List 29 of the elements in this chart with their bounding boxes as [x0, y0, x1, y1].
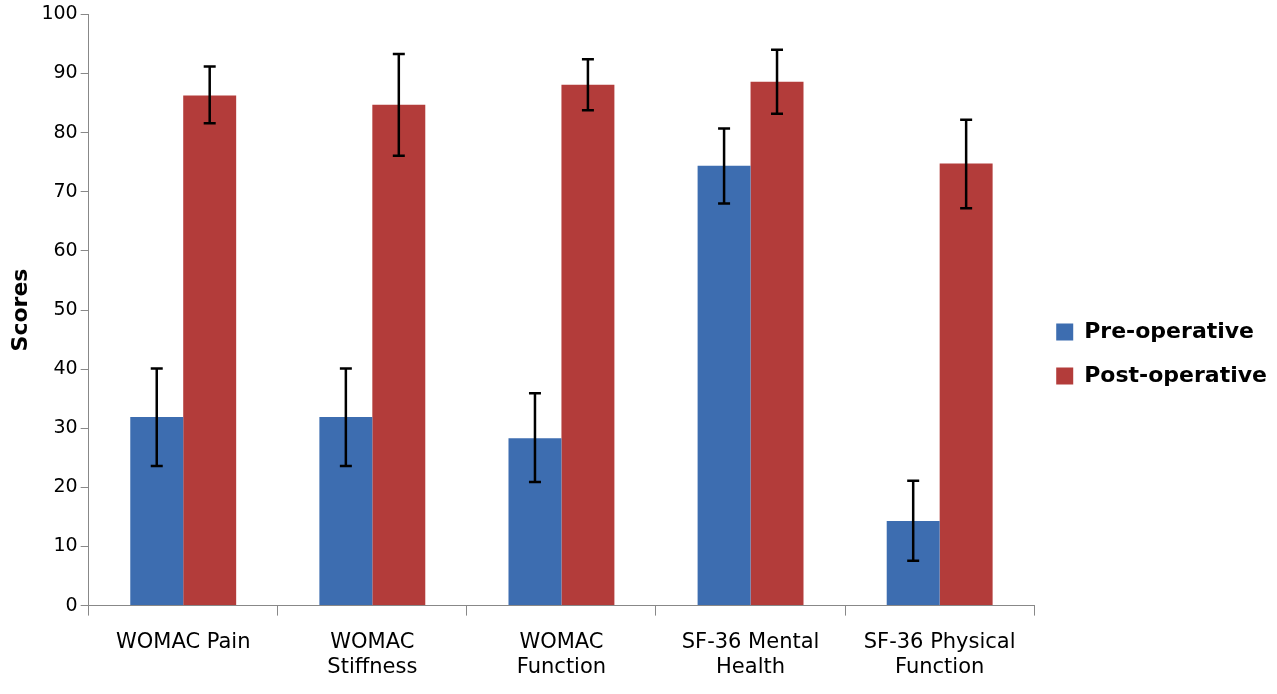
- x-tick-label: WOMAC Function: [516, 628, 607, 678]
- x-tick-label: SF-36 Mental Health: [681, 628, 820, 678]
- y-tick-label: 100: [41, 1, 78, 24]
- bar: [561, 84, 615, 606]
- bar: [750, 81, 804, 606]
- y-tick-label: 50: [53, 296, 78, 319]
- y-tick-label: 20: [53, 474, 78, 497]
- x-tick-label: SF-36 Physical Function: [863, 628, 1016, 678]
- y-tick-label: 40: [53, 356, 78, 379]
- y-tick-label: 10: [53, 533, 78, 556]
- x-tick-label: WOMAC Pain: [115, 628, 251, 653]
- bar: [183, 95, 237, 606]
- bar: [697, 165, 751, 606]
- y-tick-label: 0: [65, 592, 78, 615]
- y-tick-label: 70: [53, 178, 78, 201]
- legend-label: Post-operative: [1084, 361, 1267, 387]
- legend-label: Pre-operative: [1084, 317, 1255, 343]
- bar: [130, 417, 184, 606]
- x-tick-label: WOMAC Stiffness: [327, 628, 418, 678]
- y-tick-label: 90: [53, 60, 78, 83]
- y-tick-label: 60: [53, 237, 78, 260]
- y-axis-title: Scores: [6, 268, 32, 352]
- bar: [939, 163, 993, 606]
- bar: [886, 521, 940, 606]
- bar: [508, 438, 562, 606]
- y-tick-label: 30: [53, 415, 78, 438]
- y-tick-label: 80: [53, 119, 78, 142]
- bar: [319, 417, 373, 606]
- bar: [372, 104, 426, 606]
